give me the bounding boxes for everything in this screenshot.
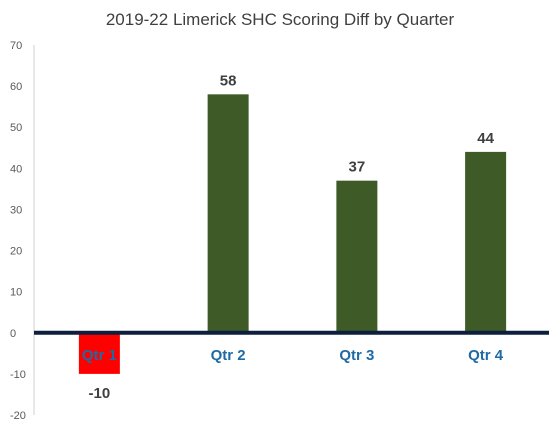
y-tick-label: 30	[10, 204, 22, 216]
y-tick-label: 70	[10, 40, 22, 52]
y-tick-label: 40	[10, 163, 22, 175]
bar	[78, 332, 120, 374]
bar	[465, 151, 507, 333]
category-label: Qtr 3	[339, 347, 374, 364]
category-label: Qtr 4	[468, 347, 504, 364]
data-label: 44	[477, 130, 494, 147]
bar	[207, 94, 249, 333]
data-labels: -10 58 37 44	[89, 72, 495, 402]
chart-title: 2019-22 Limerick SHC Scoring Diff by Qua…	[106, 10, 455, 29]
y-tick-label: 60	[10, 81, 22, 93]
category-labels: Qtr 1 Qtr 2 Qtr 3 Qtr 4	[82, 347, 504, 364]
y-tick-label: 20	[10, 246, 22, 258]
y-tick-label: 0	[10, 328, 16, 340]
y-tick-label: 50	[10, 122, 22, 134]
category-label: Qtr 2	[211, 347, 246, 364]
data-label: -10	[89, 385, 111, 402]
data-label: 58	[220, 72, 237, 89]
y-tick-label: -20	[10, 410, 26, 422]
y-tick-label: -10	[10, 369, 26, 381]
y-tick-label: 10	[10, 287, 22, 299]
category-label: Qtr 1	[82, 347, 117, 364]
y-axis-ticks: 70 60 50 40 30 20 10 0 -10 -20	[10, 40, 26, 422]
data-label: 37	[349, 159, 366, 176]
bars	[78, 94, 507, 374]
bar	[336, 180, 378, 333]
